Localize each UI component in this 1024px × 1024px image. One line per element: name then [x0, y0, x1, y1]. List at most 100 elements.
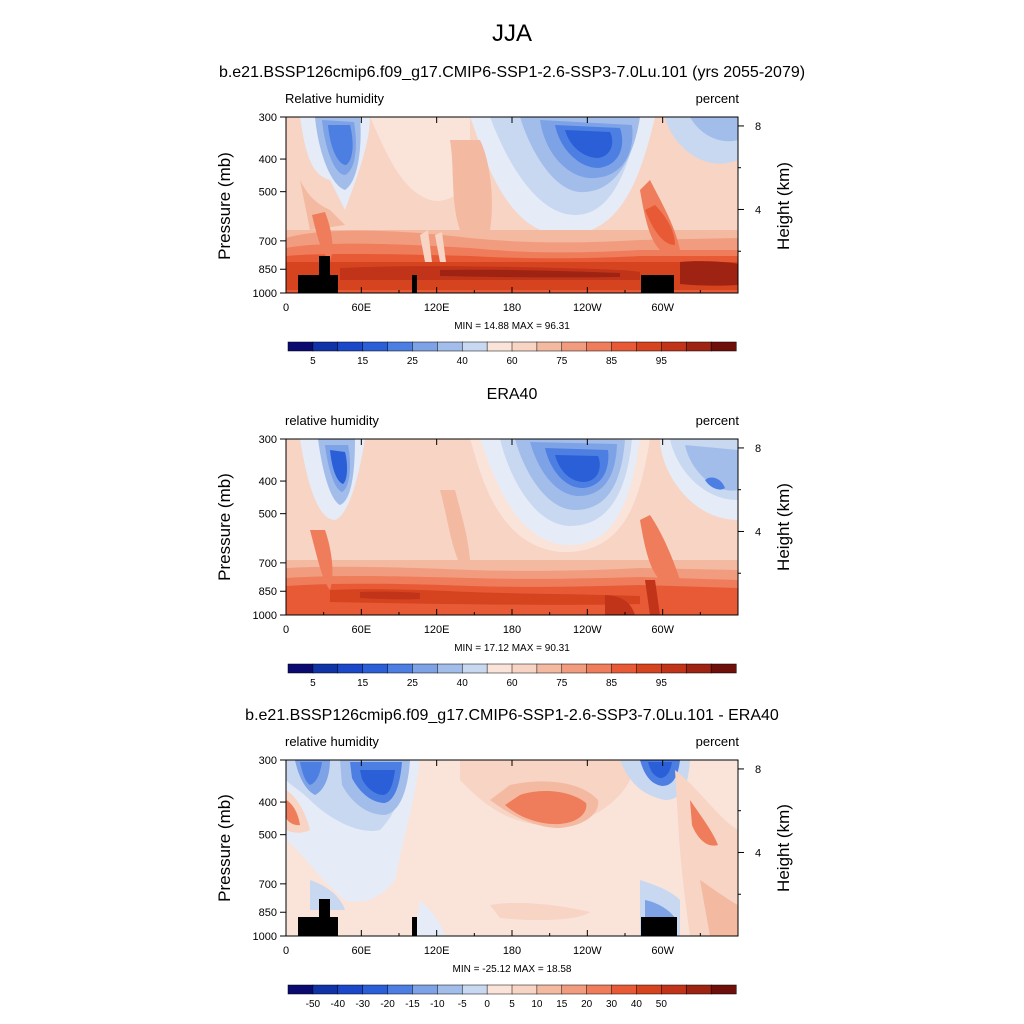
colorbar-box — [685, 984, 712, 995]
y-right-tick-label: 4 — [755, 526, 761, 538]
y-tick-label: 400 — [259, 476, 277, 488]
y-tick-label: 700 — [259, 236, 277, 248]
panel3-contour-field — [286, 760, 738, 936]
colorbar-box — [511, 341, 538, 352]
panel2-title: ERA40 — [486, 386, 538, 403]
x-tick-label: 0 — [283, 945, 289, 957]
colorbar-label: 40 — [457, 678, 469, 689]
colorbar-box — [586, 663, 613, 674]
colorbar-box — [710, 341, 737, 352]
figure-title: JJA — [491, 20, 532, 47]
panel2-contour-field — [286, 439, 738, 615]
colorbar-box — [412, 663, 438, 674]
colorbar-box — [486, 663, 513, 674]
panel1-right-string: percent — [695, 91, 739, 106]
colorbar-box — [536, 984, 563, 995]
colorbar-box — [685, 663, 712, 674]
colorbar-label: 15 — [357, 356, 369, 367]
y-tick-label: 500 — [259, 187, 277, 199]
colorbar-box — [611, 341, 637, 352]
colorbar-box — [561, 663, 588, 674]
colorbar-label: 85 — [606, 678, 618, 689]
colorbar-box — [661, 984, 687, 995]
colorbar-box — [511, 984, 538, 995]
colorbar-box — [586, 984, 613, 995]
y-tick-label: 500 — [259, 830, 277, 842]
y-tick-label: 300 — [259, 434, 277, 446]
y-tick-label: 300 — [259, 755, 277, 767]
colorbar-box — [636, 984, 662, 995]
x-tick-label: 120W — [573, 624, 602, 636]
panel2-right-string: percent — [695, 413, 739, 428]
colorbar-box — [461, 984, 488, 995]
colorbar-box — [362, 341, 389, 352]
colorbar-box — [437, 984, 463, 995]
colorbar-label: 75 — [556, 356, 568, 367]
colorbar-box — [511, 663, 538, 674]
colorbar-box — [636, 663, 662, 674]
colorbar-label: -20 — [380, 999, 395, 1010]
x-tick-label: 180 — [503, 624, 521, 636]
panel3-title: b.e21.BSSP126cmip6.f09_g17.CMIP6-SSP1-2.… — [245, 707, 779, 724]
panel1-left-string: Relative humidity — [285, 91, 384, 106]
y-tick-label: 300 — [259, 112, 277, 124]
colorbar-label: 25 — [407, 678, 419, 689]
x-tick-label: 60W — [651, 945, 674, 957]
colorbar-label: -10 — [430, 999, 445, 1010]
colorbar-box — [586, 341, 613, 352]
colorbar-box — [461, 341, 488, 352]
y-tick-label: 700 — [259, 879, 277, 891]
colorbar-label: -15 — [405, 999, 420, 1010]
colorbar-box — [611, 663, 637, 674]
colorbar-box — [312, 663, 339, 674]
colorbar-label: 5 — [310, 356, 316, 367]
axes-layer: 0 60E 120E 180 120W 60W3004005007008501000840… — [253, 112, 762, 957]
colorbar-label: 40 — [631, 999, 643, 1010]
colorbar-box — [387, 663, 413, 674]
x-tick-label: 60W — [651, 624, 674, 636]
colorbar-box — [536, 663, 563, 674]
colorbar-box — [437, 341, 463, 352]
x-tick-label: 120E — [424, 945, 450, 957]
colorbar-box — [337, 663, 364, 674]
panel1-contour-field — [286, 117, 738, 293]
x-tick-label: 60W — [651, 302, 674, 314]
colorbar-box — [287, 984, 314, 995]
colorbar-box — [561, 984, 588, 995]
colorbars-layer: 5 15 25 40 60 75 85 955 15 25 40 60 75 85 95-50 -40 -30-… — [287, 341, 737, 1010]
colorbar-label: 5 — [310, 678, 316, 689]
y-right-tick-label: 4 — [755, 847, 761, 859]
colorbar-box — [362, 663, 389, 674]
y-tick-label: 500 — [259, 509, 277, 521]
x-tick-label: 180 — [503, 302, 521, 314]
x-tick-label: 60E — [352, 302, 372, 314]
x-tick-label: 180 — [503, 945, 521, 957]
colorbar-label: 5 — [509, 999, 515, 1010]
colorbar-box — [337, 341, 364, 352]
colorbar-box — [437, 663, 463, 674]
y-right-tick-label: 8 — [755, 121, 761, 133]
colorbar-label: 30 — [606, 999, 618, 1010]
colorbar-label: 60 — [506, 678, 518, 689]
colorbar-label: 10 — [531, 999, 543, 1010]
colorbar-label: -40 — [331, 999, 346, 1010]
colorbar-box — [387, 341, 413, 352]
colorbar-box — [536, 341, 563, 352]
colorbar-box — [636, 341, 662, 352]
colorbar-box — [561, 341, 588, 352]
colorbar-box — [287, 341, 314, 352]
colorbar-box — [685, 341, 712, 352]
y-right-tick-label: 8 — [755, 764, 761, 776]
colorbar-label: 95 — [656, 356, 668, 367]
colorbar-box — [661, 663, 687, 674]
panel1-minmax: MIN = 14.88 MAX = 96.31 — [454, 321, 570, 332]
colorbar-label: 15 — [556, 999, 568, 1010]
colorbar-label: 0 — [484, 999, 490, 1010]
colorbar-label: 20 — [581, 999, 593, 1010]
x-tick-label: 60E — [352, 945, 372, 957]
colorbar-label: -50 — [306, 999, 321, 1010]
colorbar-label: 25 — [407, 356, 419, 367]
y-tick-label: 850 — [259, 264, 277, 276]
colorbar-label: 75 — [556, 678, 568, 689]
